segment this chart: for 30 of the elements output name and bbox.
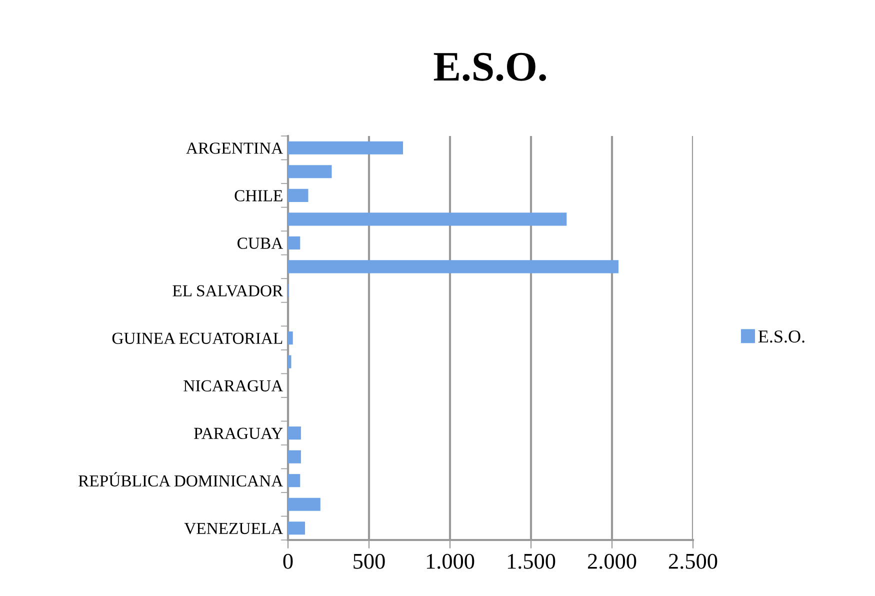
legend-label: E.S.O. (758, 330, 804, 343)
bar (288, 331, 293, 345)
bar (288, 355, 292, 368)
bar (288, 236, 300, 250)
bar (288, 212, 567, 226)
x-tick-label: 1.500 (508, 554, 556, 569)
bar (288, 141, 404, 154)
bar (288, 450, 301, 464)
x-tick-label: 2.000 (588, 554, 636, 569)
y-tick-label: NICARAGUA (184, 380, 284, 392)
bar (288, 260, 618, 274)
x-tick-label: 2.500 (668, 554, 718, 569)
y-tick-label: EL SALVADOR (172, 285, 284, 297)
bar (288, 188, 308, 202)
y-tick-label: PARAGUAY (194, 428, 283, 440)
bar (288, 165, 332, 178)
bar (288, 522, 306, 535)
x-tick-label: 500 (354, 554, 385, 569)
y-tick-label: VENEZUELA (184, 522, 284, 534)
y-tick-label: ARGENTINA (186, 142, 284, 154)
x-tick-label: 1.000 (426, 554, 474, 569)
y-tick-label: REPÚBLICA DOMINICANA (78, 472, 284, 487)
y-tick-label: CUBA (238, 238, 284, 249)
bar (288, 474, 300, 488)
x-tick-label: 0 (283, 554, 293, 569)
y-tick-label: CHILE (234, 190, 282, 202)
bar (288, 426, 301, 440)
chart-title: E.S.O. (434, 52, 546, 82)
bar (288, 498, 320, 511)
y-tick-label: GUINEA ECUATORIAL (112, 332, 282, 344)
